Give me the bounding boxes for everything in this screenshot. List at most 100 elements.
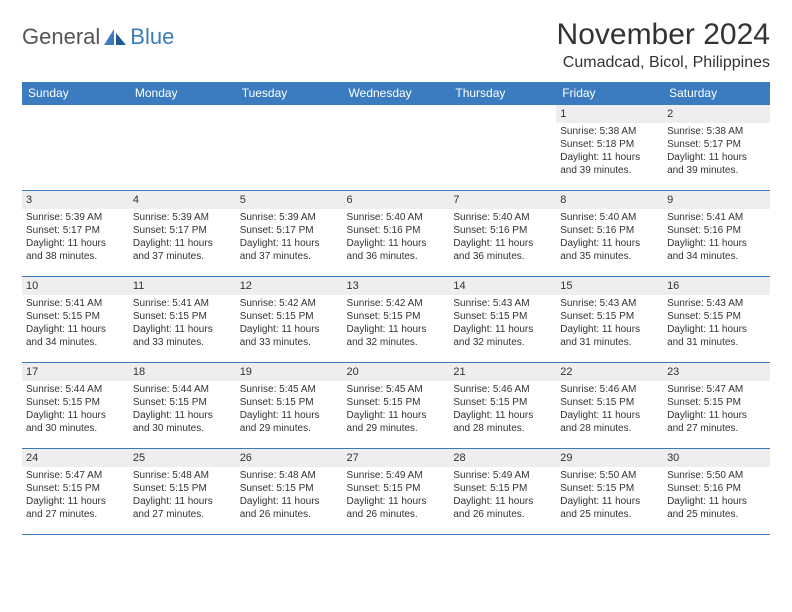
month-title: November 2024 [557, 18, 770, 52]
sunset-text: Sunset: 5:15 PM [240, 396, 339, 409]
day-number: 7 [449, 191, 556, 209]
sunrise-text: Sunrise: 5:38 AM [667, 125, 766, 138]
calendar-day-cell: 6Sunrise: 5:40 AMSunset: 5:16 PMDaylight… [343, 191, 450, 277]
daylight-text: Daylight: 11 hours and 30 minutes. [133, 409, 232, 435]
calendar-day-cell: 9Sunrise: 5:41 AMSunset: 5:16 PMDaylight… [663, 191, 770, 277]
day-number: 2 [663, 105, 770, 123]
sunset-text: Sunset: 5:16 PM [347, 224, 446, 237]
daylight-text: Daylight: 11 hours and 36 minutes. [347, 237, 446, 263]
weekday-header: Sunday [22, 82, 129, 105]
day-number: 25 [129, 449, 236, 467]
day-number: 11 [129, 277, 236, 295]
day-number: 20 [343, 363, 450, 381]
calendar-day-cell: 16Sunrise: 5:43 AMSunset: 5:15 PMDayligh… [663, 277, 770, 363]
sunrise-text: Sunrise: 5:49 AM [347, 469, 446, 482]
daylight-text: Daylight: 11 hours and 25 minutes. [667, 495, 766, 521]
sunset-text: Sunset: 5:16 PM [453, 224, 552, 237]
calendar-day-cell: 8Sunrise: 5:40 AMSunset: 5:16 PMDaylight… [556, 191, 663, 277]
sunrise-text: Sunrise: 5:44 AM [26, 383, 125, 396]
day-number: 17 [22, 363, 129, 381]
location-subtitle: Cumadcad, Bicol, Philippines [557, 54, 770, 72]
day-number: 14 [449, 277, 556, 295]
calendar-day-cell: 30Sunrise: 5:50 AMSunset: 5:16 PMDayligh… [663, 449, 770, 535]
daylight-text: Daylight: 11 hours and 26 minutes. [240, 495, 339, 521]
day-number: 27 [343, 449, 450, 467]
daylight-text: Daylight: 11 hours and 39 minutes. [667, 151, 766, 177]
daylight-text: Daylight: 11 hours and 33 minutes. [133, 323, 232, 349]
calendar-day-cell: 27Sunrise: 5:49 AMSunset: 5:15 PMDayligh… [343, 449, 450, 535]
sunrise-text: Sunrise: 5:41 AM [26, 297, 125, 310]
sunset-text: Sunset: 5:15 PM [133, 482, 232, 495]
sunrise-text: Sunrise: 5:39 AM [133, 211, 232, 224]
sunrise-text: Sunrise: 5:42 AM [240, 297, 339, 310]
calendar-week-row: 24Sunrise: 5:47 AMSunset: 5:15 PMDayligh… [22, 449, 770, 535]
sunrise-text: Sunrise: 5:38 AM [560, 125, 659, 138]
sunrise-text: Sunrise: 5:48 AM [133, 469, 232, 482]
calendar-week-row: 3Sunrise: 5:39 AMSunset: 5:17 PMDaylight… [22, 191, 770, 277]
sunrise-text: Sunrise: 5:47 AM [667, 383, 766, 396]
sunset-text: Sunset: 5:16 PM [560, 224, 659, 237]
calendar-day-cell: 13Sunrise: 5:42 AMSunset: 5:15 PMDayligh… [343, 277, 450, 363]
daylight-text: Daylight: 11 hours and 27 minutes. [667, 409, 766, 435]
day-number: 13 [343, 277, 450, 295]
day-number: 26 [236, 449, 343, 467]
daylight-text: Daylight: 11 hours and 37 minutes. [240, 237, 339, 263]
daylight-text: Daylight: 11 hours and 27 minutes. [26, 495, 125, 521]
day-number: 21 [449, 363, 556, 381]
daylight-text: Daylight: 11 hours and 29 minutes. [240, 409, 339, 435]
day-number: 19 [236, 363, 343, 381]
calendar-day-cell: 17 Sunrise: 5:44 AMSunset: 5:15 PMDayligh… [22, 363, 129, 449]
calendar-day-cell: 28Sunrise: 5:49 AMSunset: 5:15 PMDayligh… [449, 449, 556, 535]
sunset-text: Sunset: 5:17 PM [133, 224, 232, 237]
daylight-text: Daylight: 11 hours and 28 minutes. [453, 409, 552, 435]
day-number: 23 [663, 363, 770, 381]
sunrise-text: Sunrise: 5:48 AM [240, 469, 339, 482]
daylight-text: Daylight: 11 hours and 26 minutes. [347, 495, 446, 521]
weekday-header: Monday [129, 82, 236, 105]
day-number: 12 [236, 277, 343, 295]
sunrise-text: Sunrise: 5:49 AM [453, 469, 552, 482]
daylight-text: Daylight: 11 hours and 32 minutes. [453, 323, 552, 349]
calendar-day-cell: 14Sunrise: 5:43 AMSunset: 5:15 PMDayligh… [449, 277, 556, 363]
daylight-text: Daylight: 11 hours and 31 minutes. [667, 323, 766, 349]
sunset-text: Sunset: 5:15 PM [347, 310, 446, 323]
sunset-text: Sunset: 5:16 PM [667, 482, 766, 495]
daylight-text: Daylight: 11 hours and 38 minutes. [26, 237, 125, 263]
sunset-text: Sunset: 5:15 PM [133, 396, 232, 409]
sunrise-text: Sunrise: 5:39 AM [26, 211, 125, 224]
sunset-text: Sunset: 5:15 PM [347, 396, 446, 409]
daylight-text: Daylight: 11 hours and 30 minutes. [26, 409, 125, 435]
daylight-text: Daylight: 11 hours and 39 minutes. [560, 151, 659, 177]
calendar-empty-cell: . [343, 105, 450, 191]
sunset-text: Sunset: 5:17 PM [26, 224, 125, 237]
sunset-text: Sunset: 5:15 PM [560, 482, 659, 495]
sunset-text: Sunset: 5:16 PM [667, 224, 766, 237]
day-number: 30 [663, 449, 770, 467]
sunrise-text: Sunrise: 5:46 AM [560, 383, 659, 396]
weekday-header: Wednesday [343, 82, 450, 105]
calendar-day-cell: 12Sunrise: 5:42 AMSunset: 5:15 PMDayligh… [236, 277, 343, 363]
title-block: November 2024 Cumadcad, Bicol, Philippin… [557, 18, 770, 72]
calendar-week-row: .....1Sunrise: 5:38 AMSunset: 5:18 PMDay… [22, 105, 770, 191]
calendar-day-cell: 21Sunrise: 5:46 AMSunset: 5:15 PMDayligh… [449, 363, 556, 449]
sunrise-text: Sunrise: 5:43 AM [453, 297, 552, 310]
page-header: General Blue November 2024 Cumadcad, Bic… [22, 18, 770, 72]
calendar-day-cell: 25 Sunrise: 5:48 AMSunset: 5:15 PMDayligh… [129, 449, 236, 535]
calendar-empty-cell: . [449, 105, 556, 191]
daylight-text: Daylight: 11 hours and 28 minutes. [560, 409, 659, 435]
sunrise-text: Sunrise: 5:47 AM [26, 469, 125, 482]
sunrise-text: Sunrise: 5:40 AM [453, 211, 552, 224]
daylight-text: Daylight: 11 hours and 36 minutes. [453, 237, 552, 263]
sunrise-text: Sunrise: 5:41 AM [133, 297, 232, 310]
sunrise-text: Sunrise: 5:44 AM [133, 383, 232, 396]
calendar-day-cell: 24Sunrise: 5:47 AMSunset: 5:15 PMDayligh… [22, 449, 129, 535]
calendar-day-cell: 7 Sunrise: 5:40 AMSunset: 5:16 PMDaylight… [449, 191, 556, 277]
weekday-header: Tuesday [236, 82, 343, 105]
sunset-text: Sunset: 5:15 PM [26, 396, 125, 409]
day-number: 4 [129, 191, 236, 209]
daylight-text: Daylight: 11 hours and 27 minutes. [133, 495, 232, 521]
calendar-empty-cell: . [129, 105, 236, 191]
sunset-text: Sunset: 5:15 PM [453, 482, 552, 495]
day-number: 18 [129, 363, 236, 381]
sunrise-text: Sunrise: 5:43 AM [667, 297, 766, 310]
